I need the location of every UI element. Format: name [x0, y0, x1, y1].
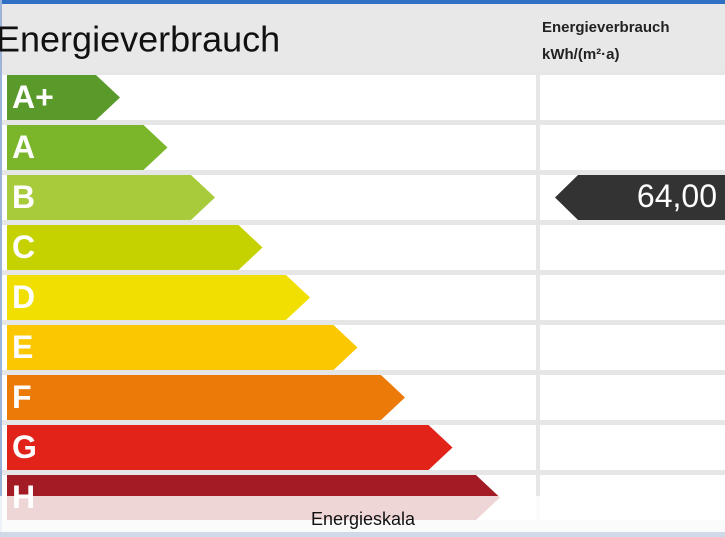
- class-arrow: [7, 275, 310, 320]
- bottom-border: [0, 532, 725, 537]
- class-label: F: [12, 379, 32, 415]
- left-border: [0, 0, 2, 537]
- row-right: [540, 75, 725, 120]
- class-arrow: [7, 375, 405, 420]
- class-label: G: [12, 429, 37, 465]
- class-label: A+: [12, 79, 54, 115]
- row-right: [540, 425, 725, 470]
- class-arrow: [7, 225, 263, 270]
- column-header: Energieverbrauch: [542, 19, 670, 36]
- class-label: D: [12, 279, 35, 315]
- title: Energieverbrauch: [0, 19, 280, 60]
- caption-band: [0, 496, 725, 532]
- row-right: [540, 125, 725, 170]
- row-right: [540, 325, 725, 370]
- class-label: C: [12, 229, 35, 265]
- value-arrow: [555, 175, 725, 220]
- caption: Energieskala: [311, 509, 416, 529]
- top-border: [0, 0, 725, 4]
- class-arrow: [7, 325, 358, 370]
- row-right: [540, 225, 725, 270]
- class-arrow: [7, 125, 168, 170]
- class-arrow: [7, 175, 215, 220]
- class-label: B: [12, 179, 35, 215]
- row-right: [540, 275, 725, 320]
- row-right: [540, 375, 725, 420]
- header-band: [2, 5, 725, 71]
- class-label: A: [12, 129, 35, 165]
- class-label: E: [12, 329, 33, 365]
- column-unit: kWh/(m²·a): [542, 46, 620, 63]
- value-label: 64,00: [637, 178, 717, 214]
- class-arrow: [7, 75, 120, 120]
- class-arrow: [7, 425, 453, 470]
